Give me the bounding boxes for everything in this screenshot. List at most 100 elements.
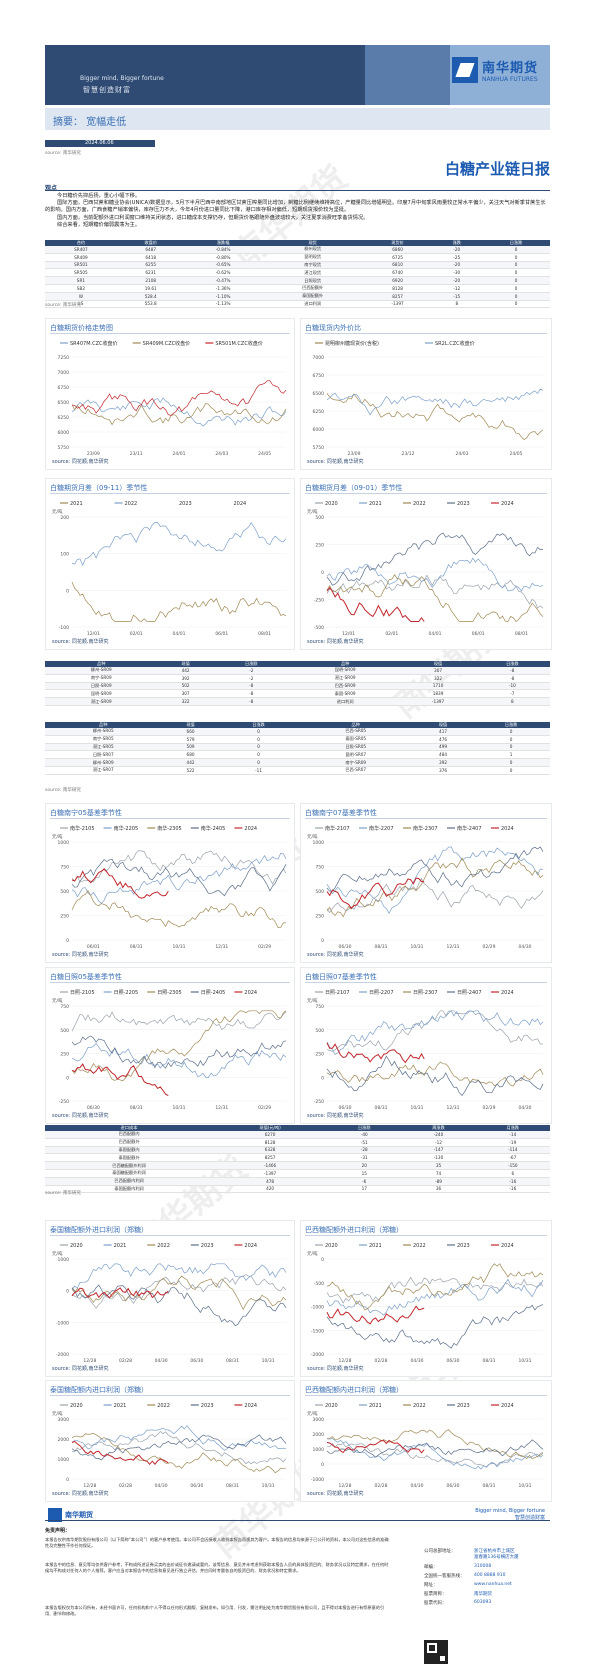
chart-panel: 白糖日照07基差季节性 日照-2107 日照-2207 日照-2307 日照-2407 2… — [300, 967, 552, 1124]
x-tick-label: 02/28 — [375, 1358, 388, 1364]
table-cell: -8 — [213, 689, 289, 699]
y-tick-label: 0 — [66, 588, 69, 594]
table-cell: 日照-SR09 — [45, 682, 158, 691]
chart-source: source: 同花顺,南华研究 — [52, 952, 109, 958]
divider — [45, 190, 550, 191]
x-tick-label: 02/29 — [258, 944, 271, 950]
x-tick-label: 04/30 — [519, 944, 532, 950]
table-cell: -8 — [474, 674, 550, 683]
table-cell: -0.80% — [184, 253, 262, 262]
contact-value: www.nanhua.net — [474, 1582, 512, 1587]
table-cell: -8 — [213, 697, 289, 706]
legend-label: 2023 — [201, 1243, 214, 1249]
table-cell: SB2 — [45, 284, 117, 293]
y-tick-label: 6000 — [313, 427, 325, 433]
table-header: 日涨跌 — [472, 722, 550, 728]
x-tick-label: 06/30 — [447, 1483, 460, 1489]
table-cell: 柳州-SR09 — [45, 667, 158, 675]
paragraph: 国际方面，巴西甘蔗和糖业协会(UNICA)数据显示，5月下半月巴西中南部地区甘蔗… — [45, 200, 546, 214]
contact-label: 网址： — [424, 1583, 438, 1588]
table-header: 现货 — [261, 240, 364, 246]
table-cell: 日照-SR07 — [45, 750, 162, 760]
table-cell: SR409 — [45, 253, 117, 262]
series-line — [71, 1275, 287, 1311]
table-cell: 巴西配额内利润 — [45, 1177, 214, 1186]
table-cell: 0 — [482, 292, 550, 301]
table-cell: -130 — [401, 1153, 476, 1163]
table-row: SR407 6487 -0.84% 柳州现货 6860 -20 0 — [45, 246, 550, 254]
table-cell: 392 — [413, 758, 473, 767]
legend-label: 日照-2405 — [201, 990, 226, 996]
contact-label: 公司总部地址： — [424, 1549, 456, 1554]
axis-unit: 元/吨 — [307, 1410, 318, 1417]
table-cell: -0.84% — [184, 246, 262, 254]
y-tick-label: 2000 — [58, 1437, 70, 1443]
legend-label: 南华-2305 — [157, 825, 182, 832]
chart-source: source: 同花顺,南华研究 — [307, 1366, 364, 1372]
table-cell: -14 — [475, 1131, 550, 1139]
table-header: 品种 — [297, 722, 414, 728]
chart-panel: 白糖期货月差（09-11）季节性 2021 2022 2023 2024 元/吨 200 10… — [45, 478, 295, 650]
y-tick-label: 250 — [60, 1052, 69, 1058]
legend-label: 2024 — [501, 501, 514, 507]
x-tick-label: 10/31 — [173, 944, 186, 950]
table-cell: 泰国配额内利润 — [45, 1185, 214, 1194]
table-cell: 8128 — [213, 1138, 328, 1147]
chart-panel: 白糖期货月差（09-01）季节性 2020 2021 2022 2023 2024 元/吨 5… — [300, 478, 552, 650]
table-cell: -19 — [475, 1138, 550, 1147]
y-tick-label: 0 — [321, 1257, 324, 1263]
table-cell: 昆明-SR09 — [45, 689, 158, 699]
summary-bar: 摘要： 宽幅走低 — [45, 108, 550, 130]
series-line — [326, 1263, 544, 1311]
table-cell: LS — [45, 300, 117, 309]
x-tick-label: 23/11 — [130, 451, 143, 457]
table-cell: 8128 — [363, 284, 432, 293]
series-line — [326, 1010, 544, 1052]
chart-source: source: 同花顺,南华研究 — [307, 952, 364, 958]
y-tick-label: 250 — [60, 914, 69, 920]
table-cell: 307 — [157, 689, 214, 699]
table-cell: 522 — [161, 766, 220, 775]
x-tick-label: 06/30 — [339, 944, 352, 950]
table-header: 日涨跌 — [474, 661, 550, 667]
y-tick-label: 750 — [315, 865, 324, 871]
chart-source: source: 同花顺,南华研究 — [307, 1491, 364, 1497]
table-cell: 0 — [482, 246, 550, 254]
table-row: W 528.4 -1.10% 泰国配额外 8257 -15 0 — [45, 292, 550, 301]
table-cell: 0 — [482, 300, 550, 309]
x-tick-label: 10/31 — [173, 1105, 186, 1111]
table-cell: 0 — [472, 758, 550, 767]
legend-label: 2024 — [501, 1243, 514, 1249]
series-line — [326, 1438, 544, 1470]
table-cell: 泰国-SR09 — [288, 689, 402, 699]
table-cell: 502 — [157, 682, 214, 691]
table-cell: 泰国配额内 — [45, 1146, 214, 1155]
x-tick-label: 10/31 — [411, 1105, 424, 1111]
table-cell: 泰国配额外 — [45, 1153, 214, 1163]
disclaimer-title: 免责声明： — [45, 1528, 71, 1534]
y-tick-label: 2000 — [313, 1432, 325, 1438]
y-tick-label: 1000 — [58, 1257, 70, 1263]
chart-source: source: 同花顺,南华研究 — [52, 1366, 109, 1372]
slogan-cn: 智慧创造财富 — [83, 86, 131, 94]
series-line — [72, 563, 168, 597]
series-line — [326, 846, 544, 915]
table-cell: 20 — [327, 1161, 402, 1170]
x-tick-label: 24/05 — [258, 451, 271, 457]
table-cell: -2 — [213, 674, 289, 683]
series-line — [71, 1284, 287, 1327]
y-tick-label: 500 — [315, 1028, 324, 1034]
table-header: 现值 — [401, 661, 475, 667]
legend-label: 南华-2107 — [325, 825, 350, 832]
chart-title: 白糖日照07基差季节性 — [305, 973, 377, 981]
x-tick-label: 08/31 — [130, 944, 143, 950]
chart-panel: 白糖期货价格走势图 SR407M.CZC收盘价 SR409M.CZC收盘价 SR501… — [45, 318, 295, 470]
legend-label: 日照-2205 — [114, 990, 139, 996]
table-cell: 6 — [475, 1169, 550, 1178]
legend-label: 2023 — [179, 501, 192, 507]
table-cell: 0 — [472, 728, 550, 736]
y-tick-label: 6750 — [58, 385, 70, 391]
table-row: 南宁-SR05 579 0 泰国-SR05 476 0 — [45, 735, 550, 744]
series-line — [326, 1305, 425, 1325]
